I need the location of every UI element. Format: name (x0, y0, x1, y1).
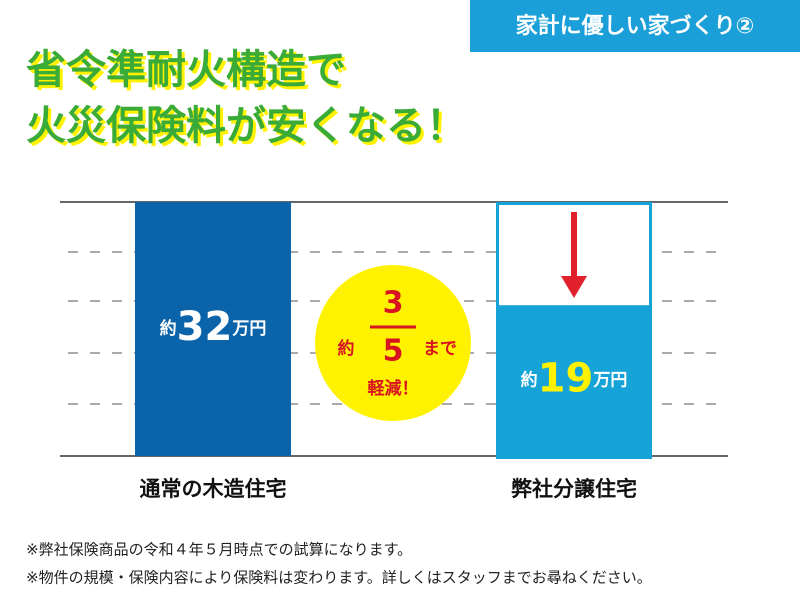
callout-prefix: 約 (338, 338, 355, 359)
badge-bg (470, 0, 800, 52)
x-tick-label: 弊社分譲住宅 (511, 477, 637, 501)
bar (496, 305, 652, 456)
badge: 家計に優しい家づくり② (516, 13, 755, 39)
arrow-head (561, 276, 587, 298)
value-label: 約32万円 (160, 304, 267, 350)
callout-circle (315, 265, 471, 421)
chart-title: 省令準耐火構造で (26, 47, 346, 93)
callout-denominator: 5 (383, 334, 404, 369)
value-label-part: 万円 (231, 319, 266, 339)
value-label: 約19万円 (521, 356, 628, 402)
callout-numerator: 3 (383, 286, 404, 321)
footnote: ※物件の規模・保険内容により保険料は変わります。詳しくはスタッフまでお尋ねくださ… (26, 569, 652, 587)
chart-title: 火災保険料が安くなる！ (26, 103, 466, 149)
value-label-part: 19 (538, 356, 594, 402)
footnote: ※弊社保険商品の令和４年５月時点での試算になります。 (26, 541, 412, 559)
callout: 約 3 5 まで 軽減！ (338, 286, 458, 400)
value-label-part: 約 (160, 318, 177, 339)
value-label-part: 32 (177, 304, 233, 350)
callout-suffix: まで (423, 339, 457, 359)
value-label-part: 万円 (592, 371, 627, 391)
bar (135, 202, 291, 456)
value-label-part: 約 (521, 370, 538, 391)
x-tick-label: 通常の木造住宅 (140, 477, 287, 501)
callout-text: 軽減！ (368, 378, 419, 399)
